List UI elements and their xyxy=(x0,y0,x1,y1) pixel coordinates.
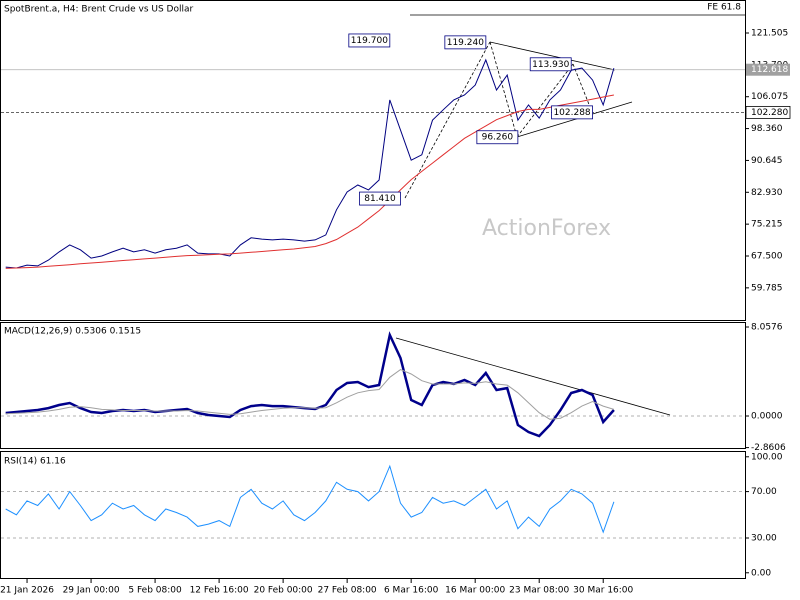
y-tick-label: -2.8606 xyxy=(751,443,786,453)
series-line xyxy=(5,369,615,420)
triangle-lower xyxy=(516,101,633,138)
annotation-box xyxy=(359,191,401,206)
annotation-label: 113.930 xyxy=(532,60,569,70)
x-tick-label: 12 Feb 16:00 xyxy=(190,586,249,596)
fe-label: FE 61.8 xyxy=(707,2,741,12)
macd-panel xyxy=(0,322,746,449)
rsi-panel xyxy=(0,451,746,579)
y-tick-label: 0.00 xyxy=(751,568,771,578)
annotation-label: 119.700 xyxy=(351,36,388,46)
level-tag-label: 102.280 xyxy=(751,108,788,118)
x-tick-label: 30 Mar 16:00 xyxy=(573,586,633,596)
x-tick-label: 29 Jan 00:00 xyxy=(63,586,120,596)
annotation-box xyxy=(348,33,391,48)
watermark: ActionForex xyxy=(482,216,611,241)
macd-trendline xyxy=(395,337,671,416)
price-tag-label: 112.618 xyxy=(751,65,788,75)
level-tag xyxy=(745,105,791,119)
macd-title: MACD(12,26,9) 0.5306 0.1515 xyxy=(4,327,141,337)
triangle-upper xyxy=(489,41,616,71)
y-tick-label: 70.00 xyxy=(751,487,777,497)
x-tick-label: 23 Mar 08:00 xyxy=(509,586,569,596)
series-line xyxy=(5,331,615,438)
annotation-label: 96.260 xyxy=(482,133,514,143)
price-tag xyxy=(746,63,790,76)
chart-title: SpotBrent.a, H4: Brent Crude vs US Dolla… xyxy=(4,5,193,15)
annotation-box xyxy=(529,57,572,72)
wave-line xyxy=(489,41,518,138)
x-tick-label: 6 Mar 16:00 xyxy=(384,586,439,596)
x-tick-label: 16 Mar 00:00 xyxy=(445,586,505,596)
y-tick-label: 82.930 xyxy=(751,188,783,198)
y-tick-label: 59.785 xyxy=(751,283,783,293)
x-tick-label: 27 Feb 08:00 xyxy=(318,586,377,596)
wave-line xyxy=(572,63,593,113)
annotation-box xyxy=(476,130,519,145)
y-tick-label: 121.505 xyxy=(751,29,788,39)
series-line xyxy=(5,94,614,269)
annotation-label: 102.288 xyxy=(553,108,590,118)
annotation-box xyxy=(551,105,593,120)
rsi-title: RSI(14) 61.16 xyxy=(4,457,66,467)
y-tick-label: 98.360 xyxy=(751,124,783,134)
y-tick-label: 90.645 xyxy=(751,156,783,166)
y-tick-label: 67.500 xyxy=(751,252,783,262)
series-line xyxy=(5,464,615,534)
x-tick-label: 5 Feb 08:00 xyxy=(128,586,182,596)
y-tick-label: 100.00 xyxy=(751,452,783,462)
pattern-lines xyxy=(395,41,671,416)
y-tick-label: 106.075 xyxy=(751,92,788,102)
x-tick-label: 21 Jan 2026 xyxy=(0,586,54,596)
annotation-label: 119.240 xyxy=(447,38,484,48)
y-tick-label: 75.215 xyxy=(751,220,783,230)
y-tick-label: 30.00 xyxy=(751,533,777,543)
y-tick-label: 8.0576 xyxy=(751,322,783,332)
annotation-label: 81.410 xyxy=(364,194,396,204)
annotation-box xyxy=(444,35,487,50)
series-line xyxy=(5,58,615,269)
x-tick-label: 20 Feb 00:00 xyxy=(254,586,313,596)
y-tick-label: 0.0000 xyxy=(751,412,783,422)
wave-line xyxy=(516,63,574,138)
